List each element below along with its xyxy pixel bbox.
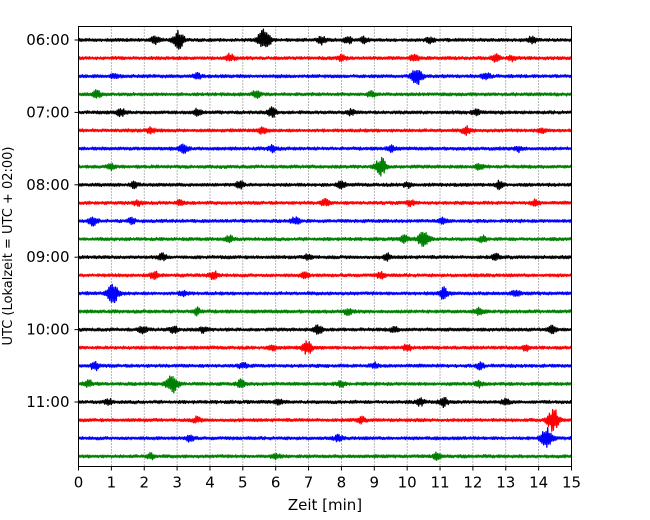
- x-tick-label: 6: [271, 474, 281, 492]
- x-axis: 0 1 2 3 4 5 6 7 8 9 10 11 12 13 14 15: [74, 466, 581, 492]
- trace-1000: [77, 324, 573, 335]
- x-tick-label: 2: [139, 474, 149, 492]
- trace-0900: [77, 252, 573, 262]
- x-tick-label: 14: [529, 474, 548, 492]
- trace-0615: [77, 52, 573, 63]
- x-tick-label: 3: [172, 474, 182, 492]
- trace-0645: [77, 89, 573, 99]
- trace-1100: [77, 396, 573, 409]
- trace-0715: [77, 125, 573, 136]
- trace-0745: [77, 156, 573, 177]
- y-tick-label: 07:00: [26, 103, 69, 121]
- trace-1115: [77, 408, 573, 432]
- trace-0730: [77, 143, 573, 154]
- trace-0845: [77, 231, 573, 247]
- trace-series: [77, 28, 573, 461]
- y-axis: 06:00 07:00 08:00 09:00 10:00 11:00: [26, 31, 79, 411]
- x-axis-label: Zeit [min]: [288, 496, 362, 514]
- x-tick-label: 11: [430, 474, 449, 492]
- y-tick-label: 11:00: [26, 393, 69, 411]
- trace-0815: [77, 197, 573, 208]
- y-tick-label: 08:00: [26, 176, 69, 194]
- trace-0600: [77, 28, 573, 50]
- x-tick-label: 5: [238, 474, 248, 492]
- trace-1145: [77, 451, 573, 461]
- x-tick-label: 15: [562, 474, 581, 492]
- trace-1030: [77, 360, 573, 372]
- y-axis-label: UTC (Lokalzeit = UTC + 02:00): [1, 147, 16, 346]
- trace-0830: [77, 216, 573, 227]
- trace-0915: [77, 270, 573, 281]
- x-tick-label: 4: [205, 474, 215, 492]
- y-tick-label: 10:00: [26, 321, 69, 339]
- x-tick-label: 9: [370, 474, 380, 492]
- trace-0800: [77, 179, 573, 191]
- x-tick-label: 1: [107, 474, 117, 492]
- x-tick-label: 0: [74, 474, 84, 492]
- vertical-grid: [110, 26, 540, 467]
- y-tick-label: 09:00: [26, 248, 69, 266]
- x-tick-label: 7: [304, 474, 314, 492]
- x-tick-label: 13: [496, 474, 515, 492]
- trace-1045: [77, 375, 573, 394]
- x-tick-label: 12: [463, 474, 482, 492]
- trace-0700: [77, 106, 573, 118]
- trace-1015: [77, 340, 573, 355]
- trace-0945: [77, 306, 573, 317]
- trace-0930: [77, 283, 573, 304]
- trace-1130: [77, 427, 573, 448]
- trace-0630: [77, 69, 573, 85]
- x-tick-label: 8: [337, 474, 347, 492]
- plot-frame: [78, 26, 572, 467]
- y-tick-label: 06:00: [26, 31, 69, 49]
- x-tick-label: 10: [398, 474, 417, 492]
